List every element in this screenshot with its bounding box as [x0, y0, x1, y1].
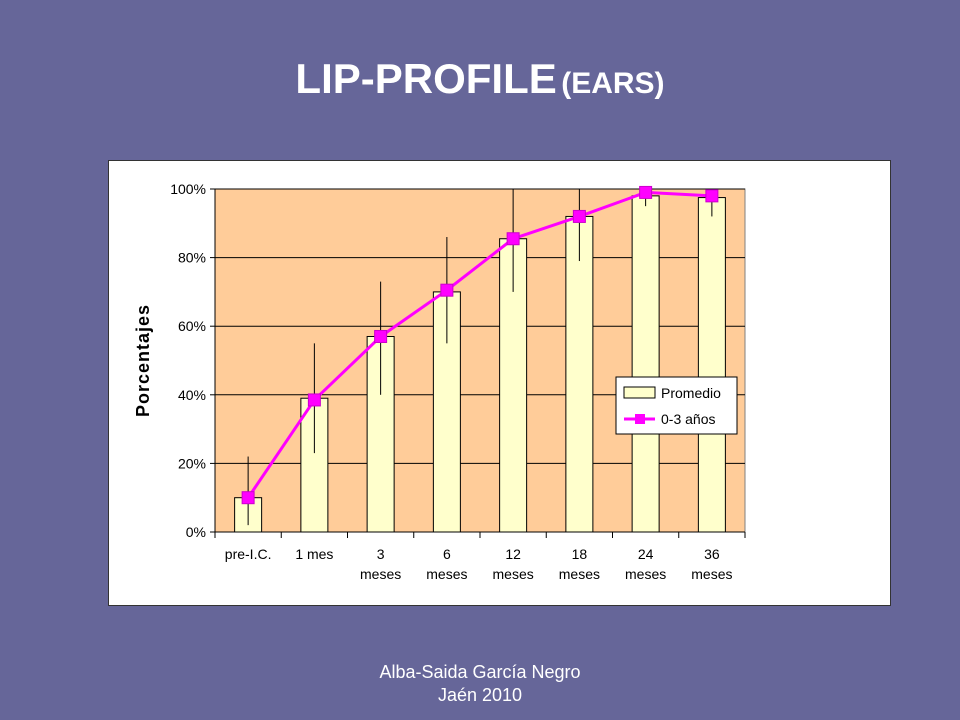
title-main: LIP-PROFILE: [295, 55, 557, 102]
y-tick-label: 60%: [178, 318, 206, 334]
title-sub: (EARS): [561, 67, 665, 100]
marker-0-3-anos: [374, 329, 388, 343]
x-tick-label: 1 mes: [295, 546, 333, 562]
marker-0-3-anos: [440, 283, 454, 297]
legend-label-0-3-anos: 0-3 años: [661, 411, 715, 427]
line-0-3-anos: [246, 190, 712, 499]
x-tick-label: meses: [691, 566, 732, 582]
x-tick-label: meses: [360, 566, 401, 582]
slide-title: LIP-PROFILE (EARS): [0, 55, 960, 103]
bar-promedio: [366, 335, 395, 533]
x-tick-label: meses: [493, 566, 534, 582]
bar-promedio: [697, 197, 726, 533]
footer-author: Alba-Saida García Negro: [379, 662, 581, 682]
marker-0-3-anos: [705, 189, 719, 203]
x-tick-label: pre-I.C.: [225, 546, 272, 562]
y-tick-label: 100%: [170, 181, 206, 197]
footer-place-year: Jaén 2010: [437, 685, 523, 705]
x-tick-label: meses: [625, 566, 666, 582]
x-tick-label: meses: [559, 566, 600, 582]
y-tick-label: 80%: [178, 250, 206, 266]
marker-0-3-anos: [241, 491, 255, 505]
x-tick-label: 18: [572, 546, 588, 562]
footer: Alba-Saida García Negro Jaén 2010: [0, 661, 960, 707]
legend-swatch-marker: [635, 414, 645, 424]
x-tick-label: 24: [638, 546, 654, 562]
bar-promedio: [631, 195, 660, 533]
x-tick-label: 36: [704, 546, 720, 562]
marker-0-3-anos: [572, 209, 586, 223]
chart-svg: 0% 20% 40% 60% 80% 100% pre-I.C. 1 mes 3 meses 6 me…: [133, 181, 746, 582]
x-tick-label: 3: [377, 546, 385, 562]
y-tick-label: 0%: [186, 524, 206, 540]
marker-0-3-anos: [639, 185, 653, 199]
x-tick-label: 6: [443, 546, 451, 562]
y-axis-label: Porcentajes: [133, 304, 153, 417]
y-tick-label: 20%: [178, 455, 206, 471]
chart-panel: 0% 20% 40% 60% 80% 100% pre-I.C. 1 mes 3 meses 6 me…: [108, 160, 891, 606]
x-tick-label: meses: [426, 566, 467, 582]
y-tick-label: 40%: [178, 387, 206, 403]
marker-0-3-anos: [307, 393, 321, 407]
bar-promedio: [565, 215, 594, 533]
x-tick-label: 12: [505, 546, 521, 562]
legend-label-promedio: Promedio: [661, 385, 721, 401]
legend-swatch-promedio: [623, 386, 656, 399]
marker-0-3-anos: [506, 232, 520, 246]
plot-area: [214, 188, 746, 533]
